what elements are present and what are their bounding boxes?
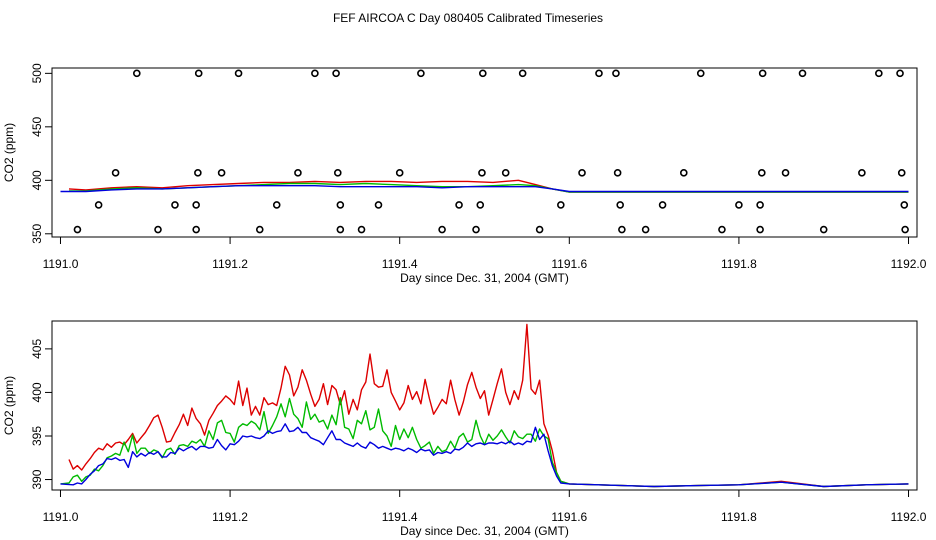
y-tick-label: 395: [30, 426, 44, 446]
scatter-point: [518, 69, 527, 78]
y-tick-label: 450: [30, 116, 44, 136]
y-axis-label: CO2 (ppm): [2, 376, 16, 435]
x-axis-label: Day since Dec. 31, 2004 (GMT): [400, 271, 569, 285]
scatter-point: [154, 225, 162, 234]
series-line-blue: [60, 184, 909, 193]
scatter-point: [472, 225, 480, 234]
y-tick-label: 500: [30, 63, 44, 83]
scatter-point: [758, 69, 767, 78]
scatter-point: [718, 225, 726, 234]
scatter-point: [194, 169, 202, 177]
x-tick-label: 1191.6: [551, 510, 587, 524]
scatter-point: [618, 225, 626, 234]
y-tick-label: 390: [30, 469, 44, 489]
scatter-point: [294, 169, 302, 177]
x-tick-label: 1191.4: [382, 510, 418, 524]
scatter-point: [111, 169, 120, 177]
scatter-point: [194, 69, 203, 78]
y-tick-label: 405: [30, 339, 44, 359]
plot-frame: [51, 320, 918, 491]
scatter-point: [192, 225, 200, 234]
x-tick-label: 1191.6: [551, 257, 587, 271]
scatter-point: [374, 201, 383, 209]
x-tick-label: 1191.8: [721, 257, 757, 271]
y-tick-label: 350: [30, 223, 44, 243]
bottom-panel: 1191.0 1191.2 1191.4 1191.6 1191.8 1192.0 390 3…: [2, 320, 927, 538]
scatter-point: [896, 69, 904, 78]
scatter-point: [192, 201, 200, 209]
scatter-point: [679, 169, 688, 177]
scatter-point: [417, 69, 425, 78]
scatter-point: [900, 201, 909, 209]
scatter-point: [696, 69, 705, 78]
x-tick-label: 1192.0: [891, 510, 927, 524]
scatter-point: [658, 201, 667, 209]
x-tick-label: 1191.0: [43, 257, 79, 271]
scatter-point: [479, 69, 487, 78]
x-tick-label: 1191.8: [721, 510, 757, 524]
series-line-red: [68, 323, 909, 488]
scatter-point: [641, 225, 650, 234]
scatter-point: [781, 169, 790, 177]
scatter-point: [357, 225, 366, 234]
scatter-point: [311, 69, 319, 78]
x-axis-label: Day since Dec. 31, 2004 (GMT): [400, 524, 569, 538]
x-tick-label: 1191.2: [212, 257, 248, 271]
scatter-point: [336, 201, 345, 209]
figure-title: FEF AIRCOA C Day 080405 Calibrated Times…: [333, 11, 603, 25]
scatter-point: [616, 201, 624, 209]
scatter-point: [478, 169, 486, 177]
scatter-point: [578, 169, 586, 177]
scatter-point: [756, 201, 764, 209]
scatter-point: [133, 69, 141, 78]
scatter-point: [395, 169, 404, 177]
plot-area: [60, 69, 909, 234]
scatter-point: [535, 225, 544, 234]
scatter-point: [438, 225, 446, 234]
top-panel: 1191.0 1191.2 1191.4 1191.6 1191.8 1192.0 350 4…: [2, 63, 927, 285]
scatter-point: [234, 69, 243, 78]
series-line-blue: [60, 423, 909, 488]
x-tick-label: 1191.4: [382, 257, 418, 271]
plot-frame: [51, 67, 918, 238]
scatter-point: [455, 201, 463, 209]
y-axis-label: CO2 (ppm): [2, 123, 16, 182]
scatter-point: [758, 169, 766, 177]
x-tick-label: 1191.0: [43, 510, 79, 524]
scatter-point: [613, 169, 622, 177]
scatter-point: [217, 169, 226, 177]
scatter-point: [501, 169, 510, 177]
scatter-point: [875, 69, 883, 78]
scatter-point: [272, 201, 281, 209]
x-tick-label: 1191.2: [212, 510, 248, 524]
scatter-point: [735, 201, 743, 209]
scatter-point: [756, 225, 764, 234]
scatter-point: [332, 69, 340, 78]
scatter-point: [476, 201, 485, 209]
scatter-point: [336, 225, 345, 234]
scatter-point: [819, 225, 828, 234]
scatter-point: [798, 69, 807, 78]
scatter-point: [94, 201, 103, 209]
series-line-red: [68, 179, 909, 193]
plot-area: [60, 323, 909, 488]
scatter-point: [858, 169, 866, 177]
scatter-point: [595, 69, 603, 78]
scatter-point: [255, 225, 264, 234]
x-tick-label: 1192.0: [891, 257, 927, 271]
scatter-point: [171, 201, 179, 209]
scatter-point: [612, 69, 620, 78]
scatter-point: [901, 225, 909, 234]
series-line-green: [60, 397, 909, 488]
scatter-point: [897, 169, 906, 177]
y-tick-label: 400: [30, 382, 44, 402]
y-tick-label: 400: [30, 170, 44, 190]
scatter-point: [557, 201, 565, 209]
scatter-point: [333, 169, 342, 177]
scatter-point: [73, 225, 82, 234]
